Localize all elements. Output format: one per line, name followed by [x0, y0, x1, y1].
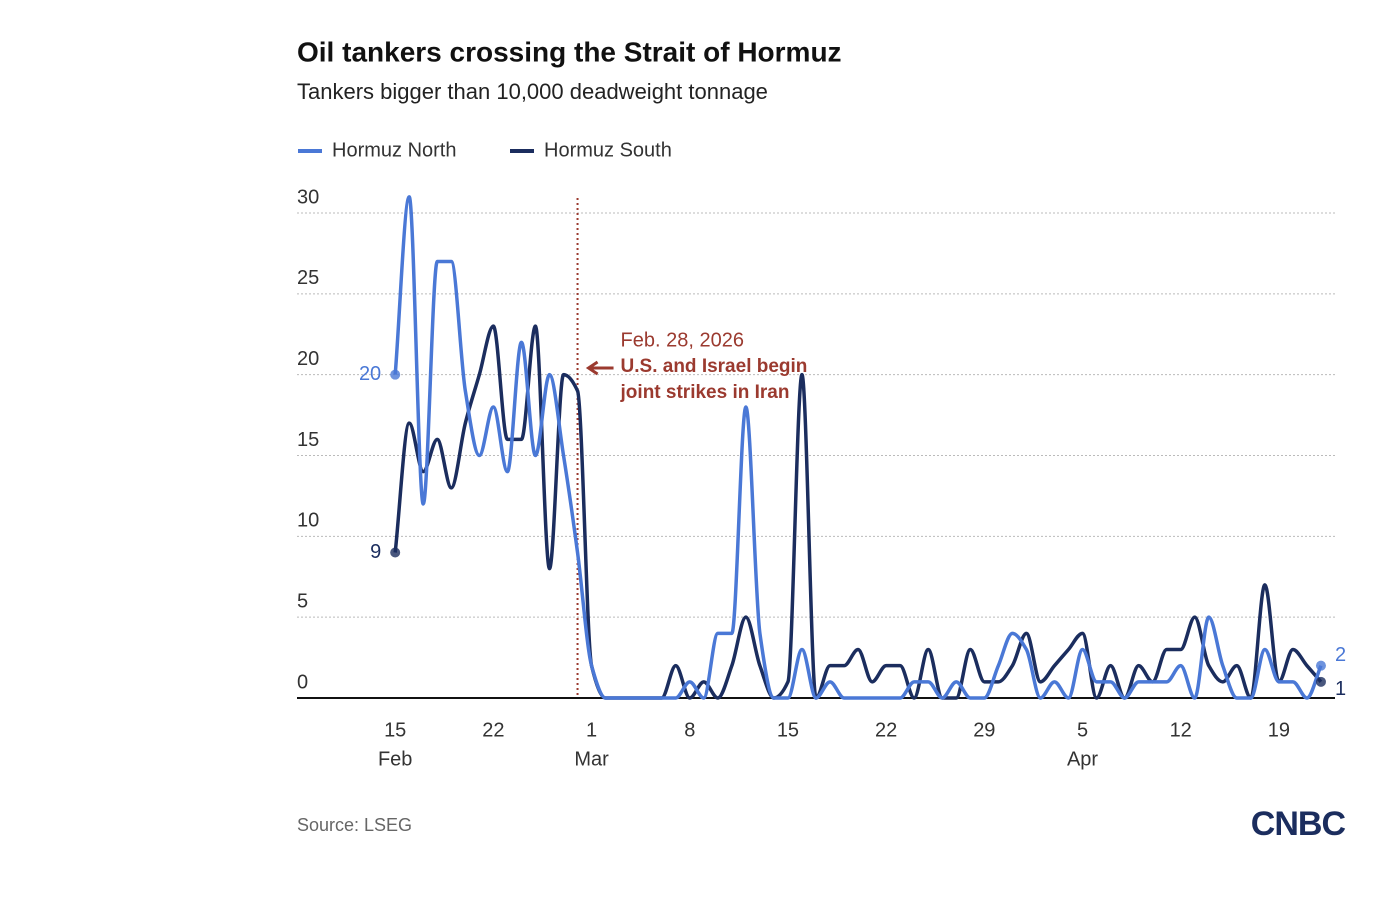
data-label: 2	[1335, 644, 1346, 666]
series-line	[393, 195, 1323, 700]
x-tick-label: 5	[1077, 719, 1088, 741]
chart-subtitle: Tankers bigger than 10,000 deadweight to…	[297, 79, 768, 104]
end-point	[1315, 676, 1326, 687]
x-tick-label: 29	[973, 719, 995, 741]
y-tick-label: 15	[297, 429, 319, 451]
x-month-label: Feb	[378, 748, 412, 770]
annotation-text: U.S. and Israel begin	[621, 356, 808, 377]
annotation-text: joint strikes in Iran	[620, 382, 790, 403]
y-tick-label: 20	[297, 348, 319, 370]
x-tick-label: 22	[875, 719, 897, 741]
series-line	[393, 324, 1323, 700]
y-tick-label: 10	[297, 510, 319, 532]
x-tick-label: 15	[777, 719, 799, 741]
source: Source: LSEG	[297, 815, 412, 835]
y-tick-label: 25	[297, 267, 319, 289]
end-point	[390, 369, 401, 380]
chart-title: Oil tankers crossing the Strait of Hormu…	[297, 36, 842, 67]
x-tick-label: 1	[586, 719, 597, 741]
end-point	[390, 547, 401, 558]
legend-label: Hormuz South	[544, 139, 672, 161]
y-tick-label: 0	[297, 671, 308, 693]
y-tick-label: 30	[297, 186, 319, 208]
legend-label: Hormuz North	[332, 139, 456, 161]
end-point	[1315, 660, 1326, 671]
x-tick-label: 8	[684, 719, 695, 741]
data-label: 1	[1335, 678, 1346, 700]
x-tick-label: 19	[1268, 719, 1290, 741]
data-label: 20	[359, 363, 381, 385]
logo: CNBC	[1251, 805, 1346, 843]
x-month-label: Apr	[1067, 748, 1098, 770]
annotation-arrow	[585, 360, 614, 376]
x-tick-label: 12	[1170, 719, 1192, 741]
x-tick-label: 15	[384, 719, 406, 741]
annotation-date: Feb. 28, 2026	[621, 329, 744, 351]
x-tick-label: 22	[482, 719, 504, 741]
x-month-label: Mar	[574, 748, 609, 770]
y-tick-label: 5	[297, 590, 308, 612]
data-label: 9	[370, 541, 381, 563]
